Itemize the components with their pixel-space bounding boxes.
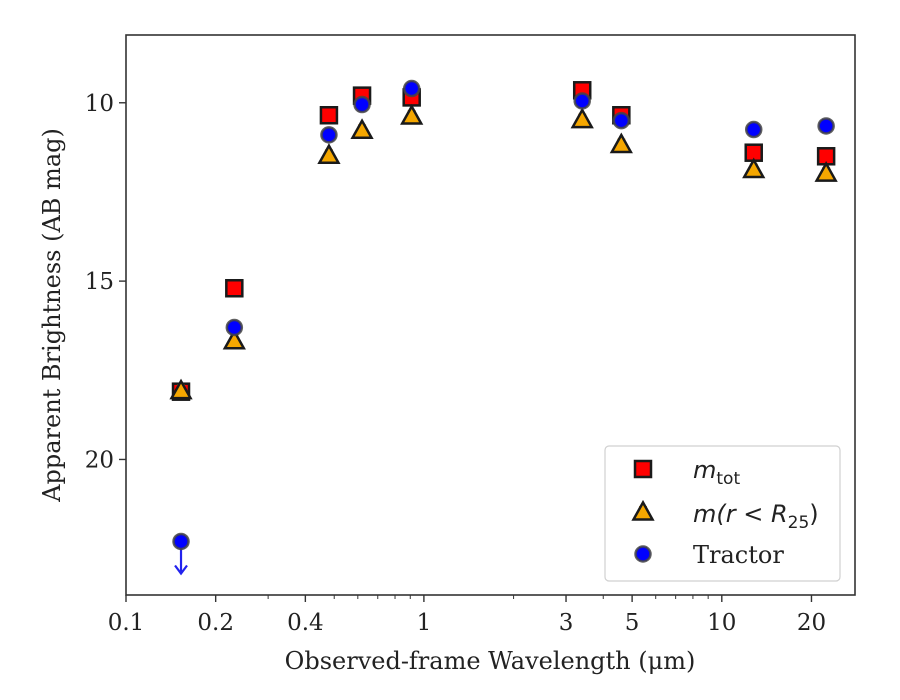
data-point [612,111,631,130]
circle-marker [634,545,652,563]
triangle-marker [631,499,655,521]
square-marker [319,106,339,125]
triangle-marker [169,378,193,400]
circle-marker [744,120,763,139]
data-point [742,157,766,179]
circle-marker [225,318,244,337]
x-tick-label: 20 [797,610,826,636]
circle-marker [817,117,835,135]
series-square [171,81,836,401]
data-point [402,79,421,98]
triangle-marker [317,143,341,164]
legend-marker [633,459,653,479]
square-marker [633,459,653,479]
triangle-marker [609,132,633,154]
data-point [817,117,835,135]
legend: mtot m(r < R25) Tractor [604,445,841,582]
data-point [353,95,371,114]
data-point [609,132,633,154]
data-point [814,161,838,182]
legend-box [604,445,841,582]
triangle-marker [814,161,838,182]
plot-area [125,34,856,596]
y-axis-label: Apparent Brightness (AB mag) [38,128,66,503]
x-tick-label: 0.1 [108,610,145,636]
circle-marker [320,126,338,144]
triangle-marker [742,157,766,179]
circle-marker [573,92,591,110]
triangle-marker [350,118,374,140]
plot-frame [125,34,856,596]
series-triangle [169,103,838,400]
legend-marker [631,499,655,521]
x-tick-label: 0.2 [197,610,234,636]
legend-label: m(r < R25) [693,500,819,533]
y-tick-label: 15 [85,269,114,295]
x-tick-label: 10 [707,610,736,636]
triangle-marker [570,107,594,129]
series-circle [172,79,835,576]
data-point [320,126,338,144]
axis-ticks: 0.1 0.2 0.4 1 3 5 10 20 10 15 20 [85,91,826,636]
x-tick-label: 1 [417,610,432,636]
y-tick-label: 10 [85,91,114,117]
data-point [225,318,244,337]
data-point [317,143,341,164]
legend-label: Tractor [693,541,784,569]
data-point [225,278,244,298]
upper-limit-arrow-head [174,564,188,576]
data-point [573,92,591,110]
data-point [169,378,193,400]
x-tick-label: 5 [625,610,640,636]
circle-marker [402,79,421,98]
data-point [172,532,190,551]
square-marker [225,278,244,298]
triangle-marker [400,103,424,125]
data-point [350,118,374,140]
x-tick-label: 3 [559,610,574,636]
circle-marker [172,532,190,551]
data-point [400,103,424,125]
data-point [570,107,594,129]
data-point [319,106,339,125]
x-tick-label: 0.4 [287,610,324,636]
y-tick-label: 20 [85,447,114,473]
legend-marker [634,545,652,563]
triangle-marker [222,328,246,350]
data-series [169,79,838,576]
circle-marker [353,95,371,114]
x-axis-label: Observed-frame Wavelength (μm) [285,647,696,675]
legend-label: mtot [693,456,740,489]
circle-marker [612,111,631,130]
data-point [744,120,763,139]
